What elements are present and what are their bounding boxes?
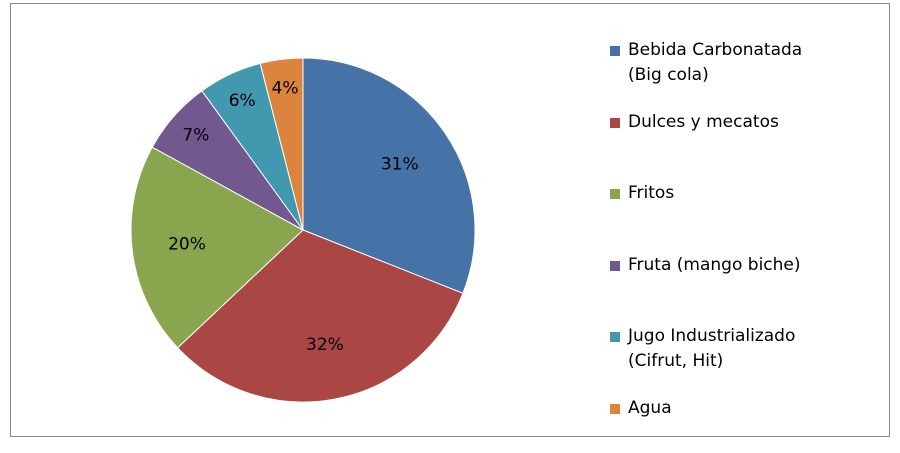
legend-label: Agua [628,398,672,418]
legend-label: Fruta (mango biche) [628,255,801,275]
data-label: 6% [229,91,256,111]
pie-slice [130,146,304,349]
legend-label: Bebida Carbonatada (Big cola) [628,40,803,85]
data-label: 20% [168,235,206,255]
legend-label: Fritos [628,183,675,203]
legend-swatch [610,404,620,414]
pie-slice [302,57,476,294]
legend-label: Dulces y mecatos [628,112,779,132]
pie-slice [176,229,464,403]
pie-slice [259,57,304,231]
data-label: 7% [182,126,209,146]
data-label: 32% [306,335,344,355]
legend-item: Fruta (mango biche) [610,253,875,278]
legend-swatch [610,46,620,56]
legend-item: Dulces y mecatos [610,110,875,135]
data-label: 4% [272,78,299,98]
legend-item: Fritos [610,181,875,206]
legend-item: Jugo Industrializado (Cifrut, Hit) [610,324,875,374]
legend-swatch [610,261,620,271]
legend-swatch [610,332,620,342]
legend-swatch [610,118,620,128]
chart-frame [10,3,890,437]
legend-swatch [610,189,620,199]
legend-label: Jugo Industrializado (Cifrut, Hit) [628,326,796,371]
data-label: 31% [381,154,419,174]
legend-item: Agua [610,396,875,421]
legend-item: Bebida Carbonatada (Big cola) [610,38,875,88]
